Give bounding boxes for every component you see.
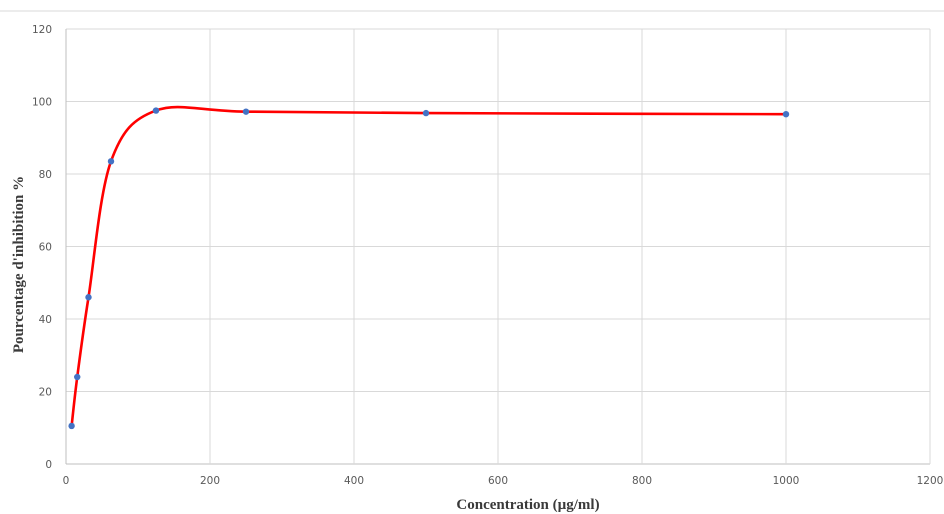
x-tick-label: 1200 — [917, 475, 944, 487]
y-tick-label: 120 — [32, 24, 52, 36]
y-tick-label: 100 — [32, 97, 52, 109]
y-tick-label: 40 — [39, 314, 52, 326]
gridlines — [65, 28, 931, 465]
y-tick-label: 0 — [45, 459, 52, 471]
y-tick-label: 80 — [39, 169, 52, 181]
data-point — [107, 158, 115, 165]
x-tick-label: 800 — [632, 475, 652, 487]
data-point — [85, 294, 92, 301]
trend-curve — [70, 105, 788, 428]
y-tick-label: 60 — [39, 242, 52, 254]
data-point — [74, 373, 81, 381]
data-point — [242, 108, 250, 115]
x-axis-label: Concentration (µg/ml) — [456, 497, 599, 513]
y-axis-label: Pourcentage d'inhibition % — [11, 176, 27, 353]
x-tick-label: 1000 — [773, 475, 800, 487]
data-point — [422, 109, 430, 117]
data-point — [152, 107, 160, 114]
x-tick-label: 400 — [344, 475, 364, 487]
x-tick-label: 0 — [63, 475, 70, 487]
data-points — [68, 107, 790, 430]
x-tick-label: 200 — [200, 475, 220, 487]
x-tick-label: 600 — [488, 475, 508, 487]
data-point — [782, 110, 790, 118]
y-tick-label: 20 — [39, 387, 52, 399]
data-point — [68, 422, 75, 430]
